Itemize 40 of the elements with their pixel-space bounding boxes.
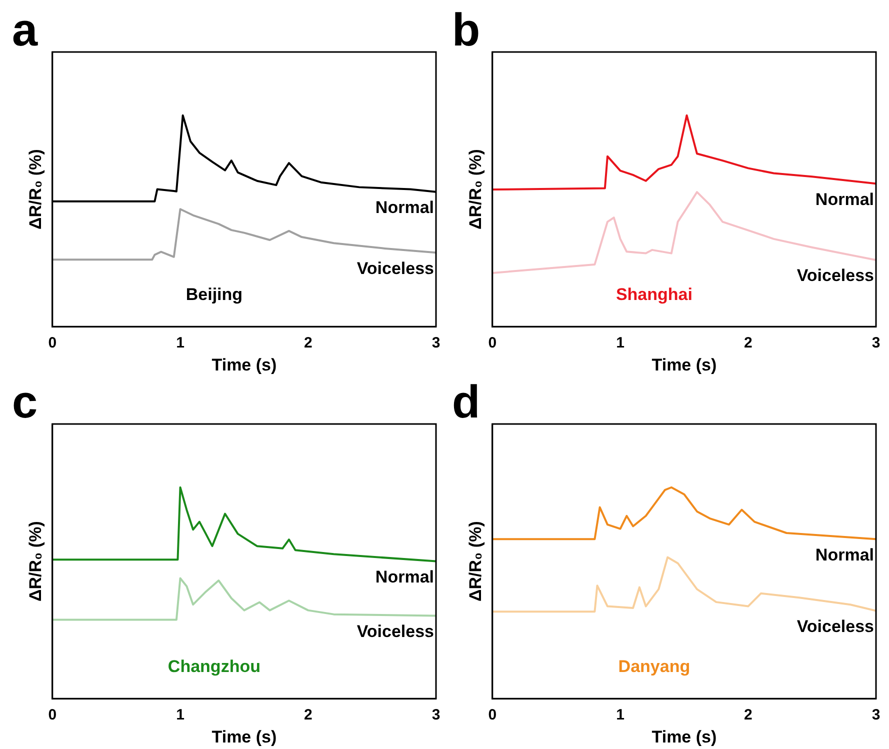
x-tick-label: 2 [304,334,312,352]
x-tick-label: 2 [744,706,752,724]
series-label: Voiceless [356,622,434,641]
y-axis-title: ΔR/R₀ (%) [26,149,45,230]
annotation: Beijing [186,284,243,304]
series-label: Normal [815,190,874,209]
x-tick-label: 1 [176,706,184,724]
chart-title: b [452,4,480,56]
x-tick-label: 0 [488,334,497,352]
chart-title: d [452,376,480,428]
x-tick-label: 3 [432,706,440,724]
x-tick-label: 2 [304,706,312,724]
x-tick-label: 3 [872,706,880,724]
x-axis-title: Time (s) [212,355,277,374]
series-label: Normal [375,567,434,586]
series-label: Voiceless [796,266,874,286]
chart-title: c [12,376,38,428]
x-tick-label: 2 [744,334,752,352]
x-tick-label: 3 [872,334,880,352]
x-tick-label: 1 [176,334,184,352]
annotation: Shanghai [616,284,692,304]
y-axis-title: ΔR/R₀ (%) [466,521,485,602]
x-tick-label: 1 [616,706,624,724]
x-tick-label: 0 [488,706,497,724]
x-tick-label: 3 [432,334,440,352]
x-axis-title: Time (s) [652,355,717,374]
chart-title: a [12,4,38,56]
x-tick-label: 0 [48,706,57,724]
x-tick-label: 0 [48,334,57,352]
series-label: Voiceless [796,616,874,636]
y-axis-title: ΔR/R₀ (%) [466,149,485,230]
x-axis-title: Time (s) [652,727,717,746]
series-label: Normal [375,198,434,218]
series-label: Voiceless [356,258,434,278]
x-tick-label: 1 [616,334,624,352]
series-label: Normal [815,545,874,564]
x-axis-title: Time (s) [212,727,277,746]
y-axis-title: ΔR/R₀ (%) [26,521,45,602]
annotation: Danyang [618,656,690,676]
annotation: Changzhou [168,656,260,676]
